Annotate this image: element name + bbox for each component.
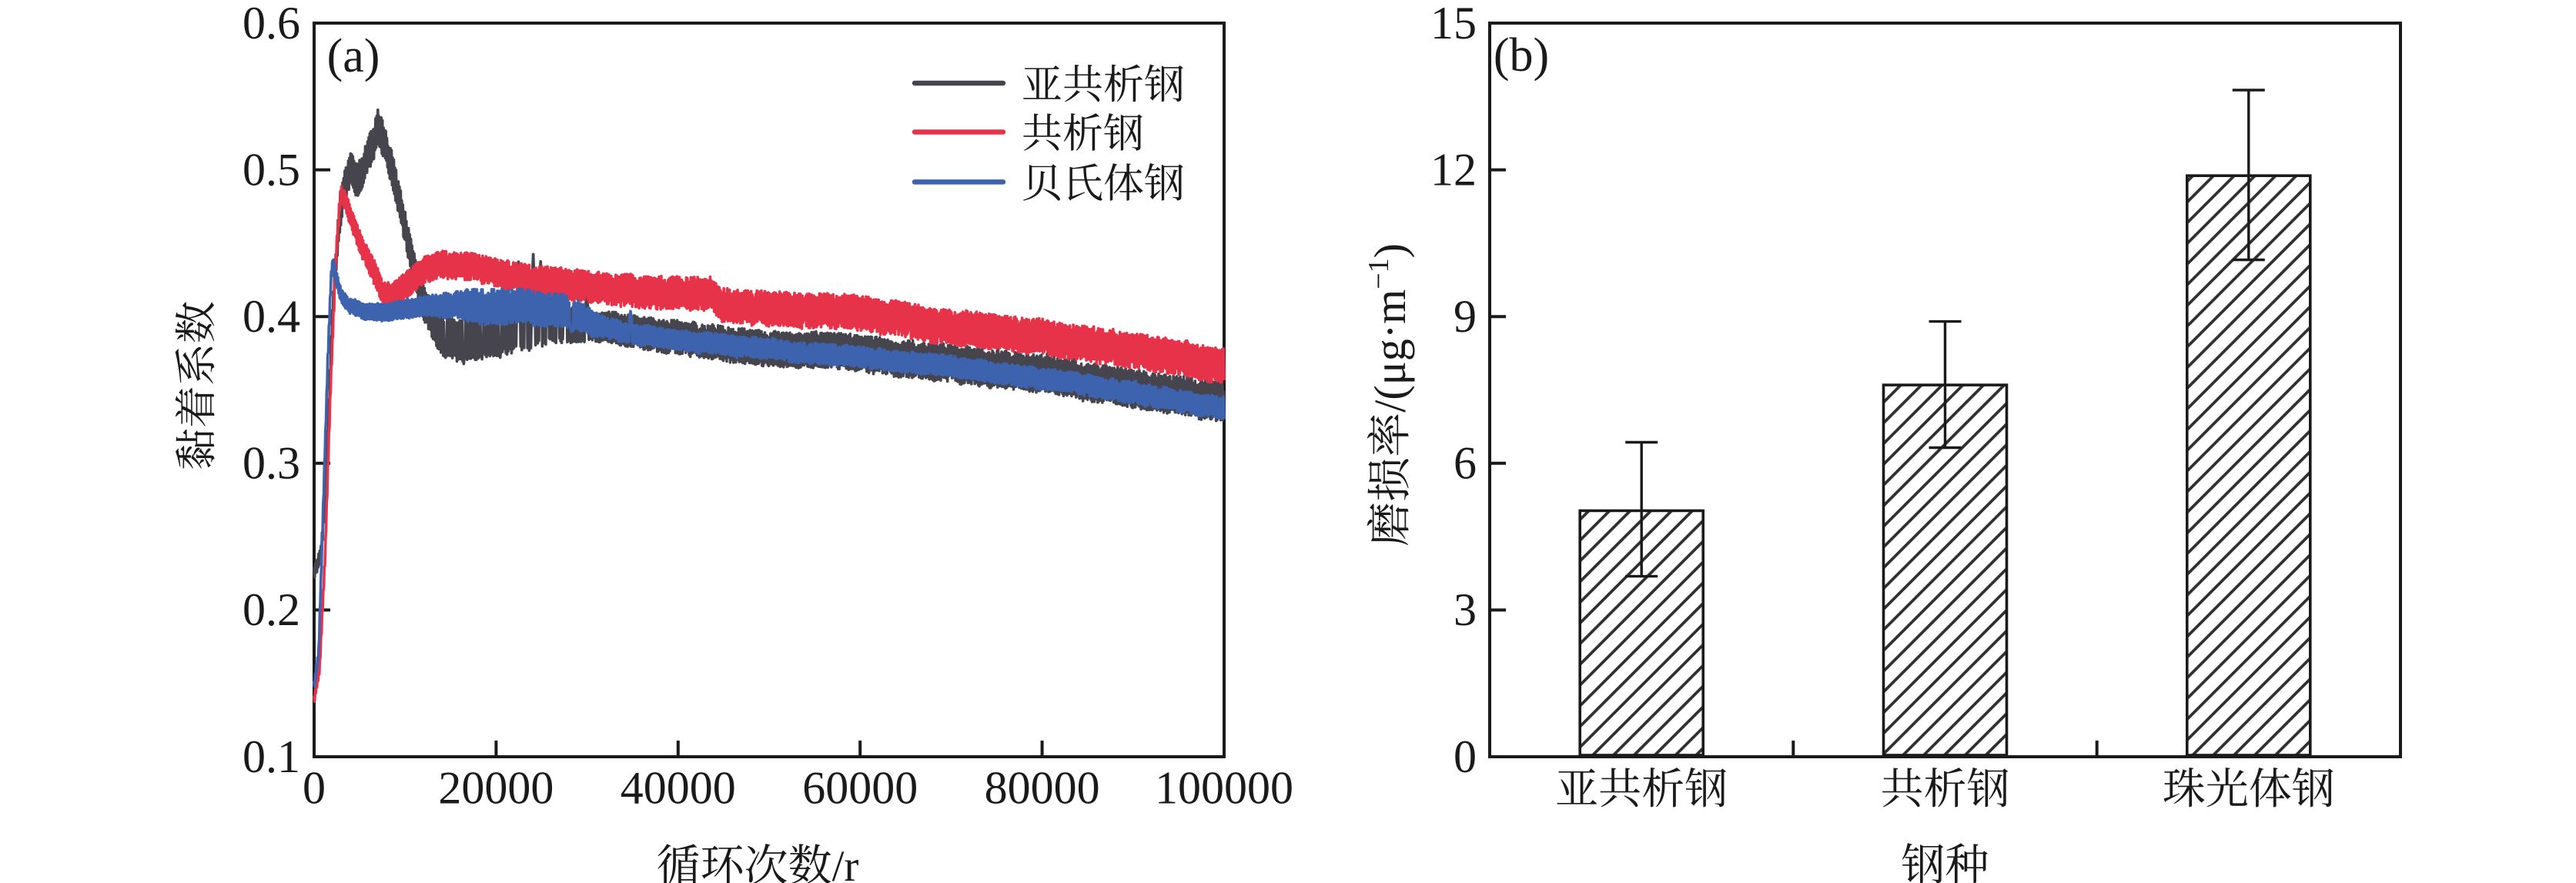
svg-text:0.6: 0.6 — [243, 0, 300, 48]
svg-text:15: 15 — [1430, 0, 1477, 48]
svg-text:60000: 60000 — [802, 762, 918, 813]
svg-text:100000: 100000 — [1155, 762, 1293, 813]
svg-text:0.1: 0.1 — [243, 731, 300, 782]
svg-text:(a): (a) — [327, 30, 380, 82]
svg-text:0: 0 — [1454, 731, 1477, 782]
svg-text:3: 3 — [1454, 584, 1477, 635]
svg-text:0.3: 0.3 — [243, 438, 300, 489]
svg-text:0.2: 0.2 — [243, 584, 300, 635]
svg-text:6: 6 — [1454, 438, 1477, 489]
svg-text:20000: 20000 — [438, 762, 554, 813]
svg-text:/r: /r — [832, 842, 859, 883]
svg-text:0: 0 — [303, 762, 326, 813]
svg-text:9: 9 — [1454, 291, 1477, 342]
svg-text:(b): (b) — [1494, 29, 1549, 82]
svg-text:12: 12 — [1430, 144, 1477, 195]
svg-text:/(μg·m−1): /(μg·m−1) — [1363, 243, 1415, 413]
svg-text:80000: 80000 — [985, 762, 1100, 813]
svg-text:40000: 40000 — [621, 762, 736, 813]
svg-text:0.4: 0.4 — [243, 291, 300, 342]
svg-text:0.5: 0.5 — [243, 144, 300, 195]
